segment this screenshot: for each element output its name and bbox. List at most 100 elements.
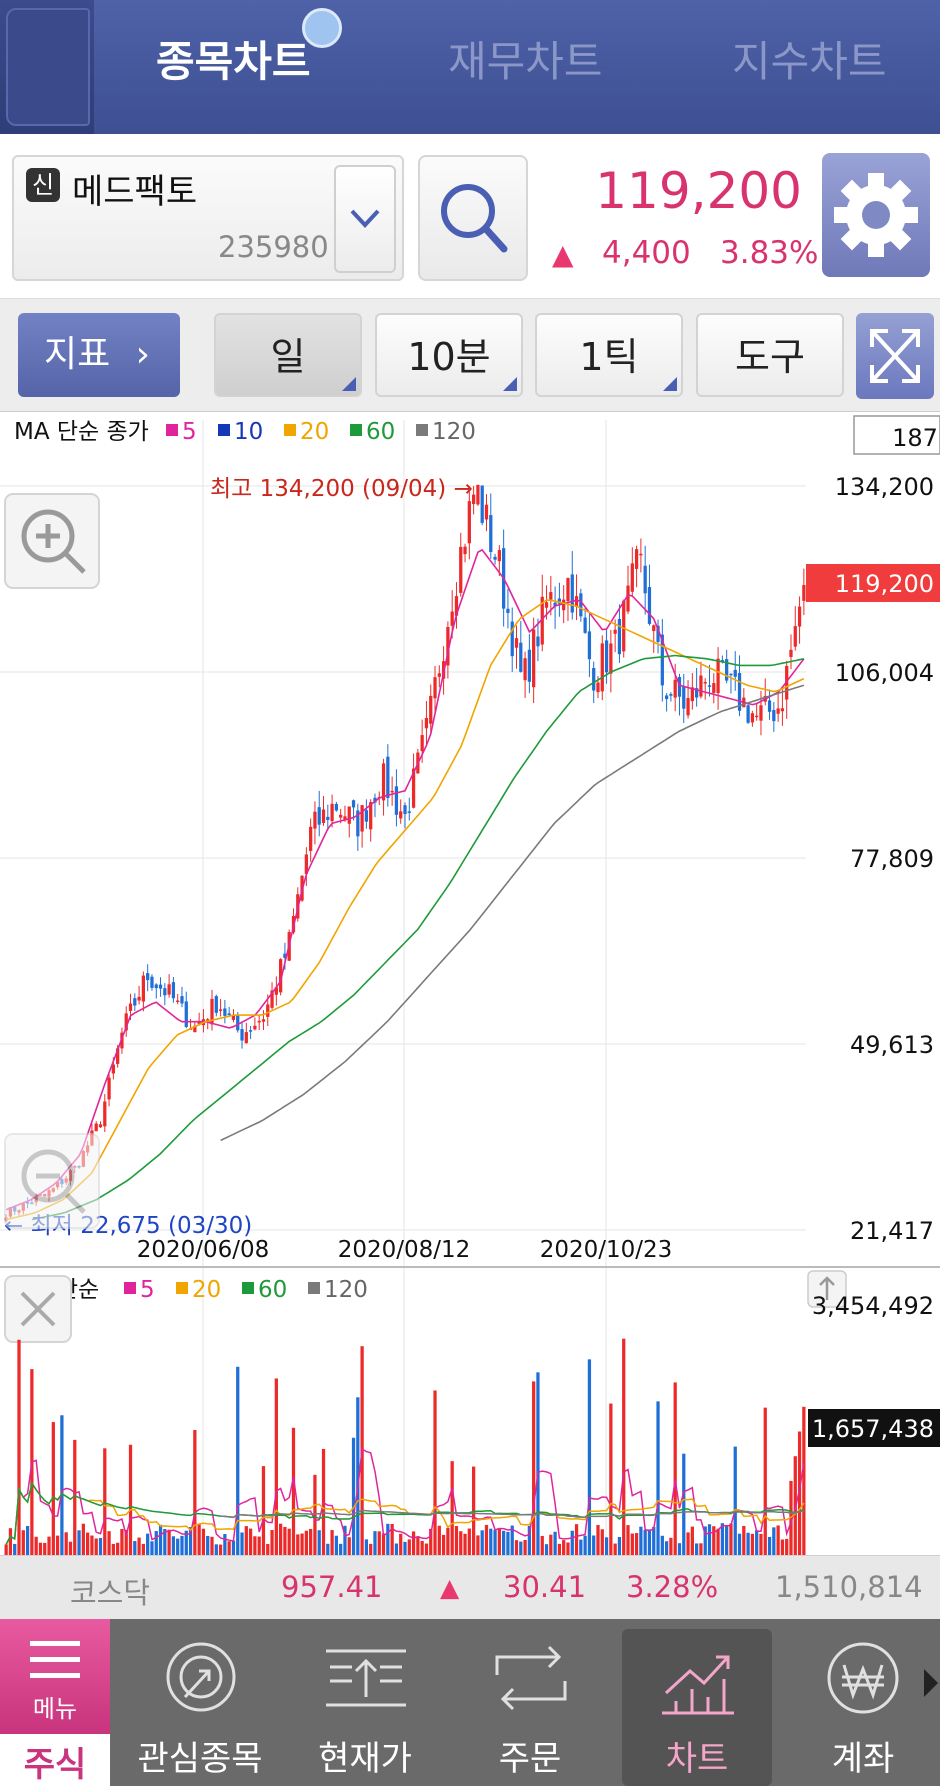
volume-bar [98, 1537, 103, 1555]
zoom-out-button[interactable] [4, 1133, 100, 1229]
volume-bar [484, 1524, 489, 1555]
back-button[interactable] [0, 0, 94, 134]
legend-swatch [284, 424, 296, 436]
volume-bar [532, 1381, 536, 1555]
refresh-icon[interactable] [302, 8, 342, 48]
nav-chart[interactable]: 차트 [622, 1629, 772, 1786]
candle-body [712, 683, 716, 694]
volume-bar [300, 1533, 304, 1555]
volume-bar [343, 1525, 347, 1555]
back-icon [6, 8, 90, 126]
volume-bar [416, 1536, 420, 1555]
volume-bar [519, 1541, 523, 1555]
market-index-bar[interactable]: 코스닥 957.41 ▲ 30.41 3.28% 1,510,814 [0, 1555, 940, 1620]
zoom-in-button[interactable] [4, 493, 100, 589]
visible-count-box[interactable] [853, 415, 940, 455]
index-value: 957.41 [281, 1570, 383, 1604]
index-volume: 1,510,814 [775, 1570, 923, 1604]
period-minute-button[interactable]: 10분 [375, 313, 523, 397]
volume-bar [201, 1528, 206, 1555]
candle-body [549, 592, 553, 600]
volume-bar [394, 1543, 399, 1555]
volume-bar [270, 1530, 274, 1555]
stock-chart[interactable]: MA 단순 종가 5 10 20 60 120 187 최고 134,200 (09/0… [0, 410, 940, 1555]
volume-bar [304, 1530, 308, 1555]
volume-bar [549, 1534, 553, 1555]
candle-body [772, 710, 776, 722]
candle-body [493, 556, 497, 560]
candle-body [592, 668, 596, 691]
volume-bar [617, 1537, 622, 1555]
candle-body [394, 786, 399, 815]
nav-account[interactable]: 계좌 [788, 1619, 938, 1786]
candle-body [158, 984, 163, 989]
volume-bar [291, 1427, 296, 1555]
candle-body [695, 688, 699, 698]
tab-financial-chart[interactable]: 재무차트 [448, 37, 603, 86]
volume-bar [476, 1535, 480, 1555]
volume-bar [334, 1535, 339, 1555]
menu-label: 메뉴 [32, 1695, 78, 1723]
volume-bar [240, 1532, 244, 1555]
candle-body [660, 634, 664, 686]
candle-body [802, 584, 806, 601]
x-axis: 2020/06/08 2020/08/12 2020/10/23 [137, 1237, 673, 1263]
nav-menu[interactable]: 메뉴 주식 [0, 1619, 110, 1786]
volume-bar [592, 1535, 596, 1555]
candle-body [737, 673, 742, 711]
volume-bar [4, 1544, 8, 1555]
volume-bar [13, 1543, 17, 1555]
volume-bar [682, 1453, 686, 1555]
fullscreen-button[interactable] [856, 313, 934, 399]
volume-bar [124, 1529, 128, 1555]
volume-bar [510, 1525, 514, 1555]
stock-dropdown-button[interactable] [334, 165, 396, 273]
candle-body [107, 1077, 111, 1100]
period-day-button[interactable]: 일 [214, 313, 362, 397]
search-button[interactable] [418, 155, 528, 281]
tab-stock-chart[interactable]: 종목차트 [156, 37, 311, 86]
candle-body [261, 1019, 266, 1022]
current-volume-tag-text: 1,657,438 [812, 1415, 934, 1443]
panel-resize-button[interactable] [807, 1270, 847, 1308]
candle-body [664, 695, 669, 700]
candle-body [381, 763, 386, 801]
candle-body [227, 1013, 231, 1016]
stock-name[interactable]: 메드팩토 [72, 172, 198, 212]
indicator-button[interactable]: 지표 › [18, 313, 180, 397]
candle-body [652, 625, 656, 632]
candle-body [622, 600, 626, 652]
nav-quote[interactable]: 현재가 [290, 1619, 440, 1786]
volume-bar [210, 1536, 214, 1555]
gear-icon [834, 173, 918, 257]
period-tick-button[interactable]: 1틱 [535, 313, 683, 397]
nav-watchlist[interactable]: 관심종목 [125, 1619, 275, 1786]
current-price: 119,200 [595, 162, 802, 220]
price-ma-legend-prefix: MA 단순 종가 [14, 419, 149, 445]
candle-body [669, 694, 673, 696]
candle-body [776, 708, 780, 714]
volume-bar [733, 1446, 737, 1555]
candle-body [677, 677, 682, 697]
period-tick-label: 1틱 [579, 335, 639, 379]
candle-body [321, 809, 326, 823]
candle-body [562, 599, 566, 611]
x-tick-label: 2020/06/08 [137, 1237, 270, 1263]
volume-bar [695, 1543, 699, 1555]
nav-order[interactable]: 주문 [455, 1619, 605, 1786]
settings-button[interactable] [822, 153, 930, 277]
candle-body [433, 677, 437, 699]
volume-bar [150, 1541, 154, 1555]
volume-bar [214, 1544, 218, 1555]
volume-bar [622, 1338, 626, 1555]
nav-more-arrow-icon[interactable] [924, 1669, 938, 1697]
legend-swatch [166, 424, 178, 436]
candle-body [257, 1020, 261, 1023]
close-volume-button[interactable] [4, 1275, 72, 1343]
tools-button[interactable]: 도구 [696, 313, 844, 397]
candle-body [313, 811, 317, 829]
candle-body [141, 975, 146, 1002]
visible-count: 187 [892, 424, 938, 452]
tab-index-chart[interactable]: 지수차트 [732, 37, 887, 86]
candle-body [171, 982, 176, 999]
